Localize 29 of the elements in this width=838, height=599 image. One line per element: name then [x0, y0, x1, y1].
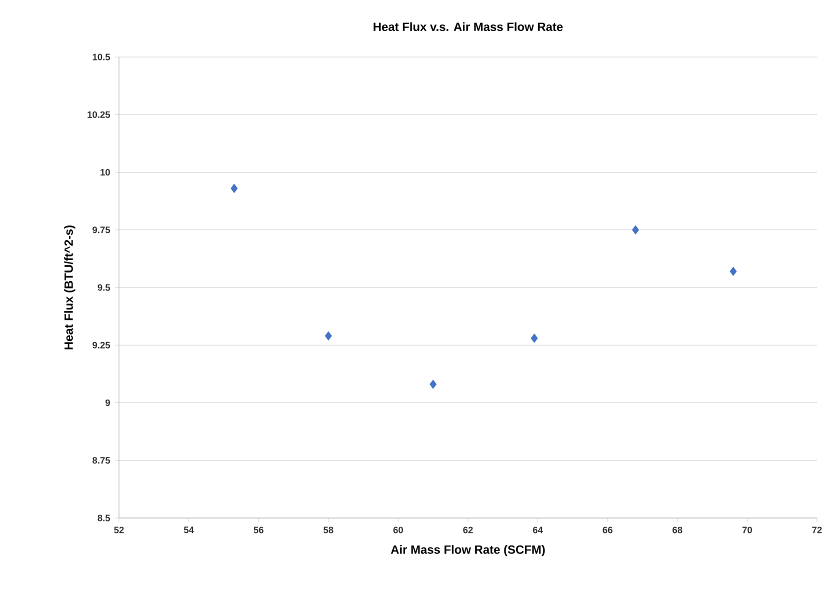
- point: [430, 380, 437, 389]
- y-tick-label: 10: [100, 168, 110, 176]
- chart-title: Heat Flux v.s. Air Mass Flow Rate: [374, 22, 563, 32]
- point: [632, 225, 639, 234]
- x-tick-label: 70: [742, 526, 752, 534]
- y-tick-label: 8.75: [92, 457, 110, 464]
- x-tick-label: 66: [602, 526, 612, 534]
- y-tick-label: 9: [105, 399, 110, 406]
- x-tick-label: 72: [812, 526, 822, 534]
- y-tick-label: 10.5: [92, 54, 110, 60]
- x-tick-label: 62: [463, 526, 473, 534]
- point: [730, 266, 737, 276]
- y-tick-label: 8.5: [98, 514, 110, 522]
- x-tick-label: 58: [324, 526, 334, 534]
- y-tick-label: 9.5: [98, 284, 110, 291]
- x-tick-label: 60: [393, 526, 403, 534]
- point: [530, 334, 538, 343]
- x-tick-label: 54: [184, 526, 194, 534]
- y-axis-title: Heat Flux (BTU/ft^2-s): [64, 225, 76, 350]
- y-tick-label: 9.75: [92, 226, 110, 234]
- x-tick-label: 52: [114, 526, 124, 534]
- x-tick-label: 68: [672, 526, 682, 534]
- y-tick-label: 10.25: [88, 111, 110, 118]
- y-tick-label: 9.25: [92, 342, 110, 348]
- x-tick-label: 56: [254, 526, 264, 534]
- point: [230, 184, 238, 193]
- point: [324, 331, 332, 340]
- x-axis-title: Air Mass Flow Rate (SCFM): [390, 545, 545, 556]
- x-tick-label: 64: [532, 526, 543, 534]
